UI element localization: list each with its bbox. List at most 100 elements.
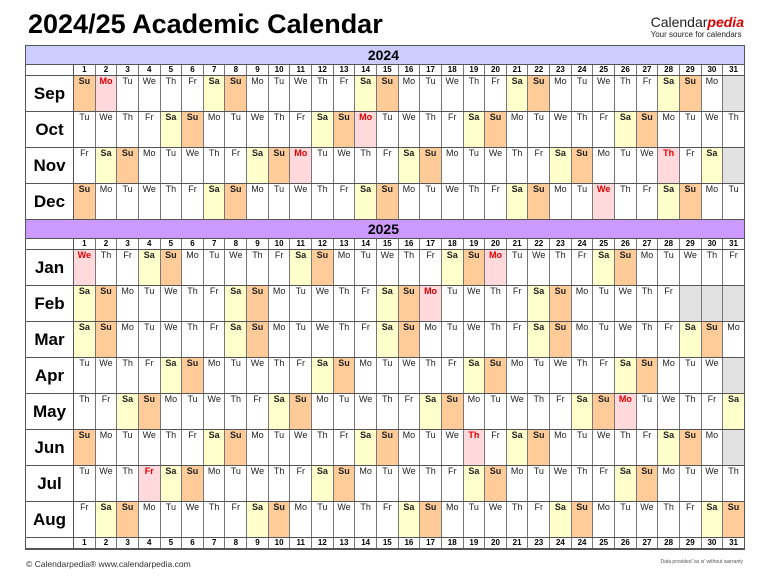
day-cell[interactable]: Fr — [637, 430, 659, 465]
holiday-day-cell[interactable]: Mo — [420, 286, 442, 321]
day-cell[interactable]: Su — [376, 76, 399, 111]
day-cell[interactable]: Sa — [615, 112, 637, 147]
day-cell[interactable]: We — [96, 358, 118, 393]
day-cell[interactable]: Th — [464, 184, 486, 219]
day-cell[interactable]: Mo — [442, 502, 464, 537]
day-cell[interactable]: Su — [376, 430, 399, 465]
day-cell[interactable]: Th — [334, 322, 356, 357]
day-cell[interactable]: Su — [723, 502, 744, 537]
day-cell[interactable]: Th — [550, 250, 572, 285]
day-cell[interactable]: Sa — [203, 76, 226, 111]
day-cell[interactable]: Mo — [204, 112, 226, 147]
day-cell[interactable]: We — [247, 466, 269, 501]
day-cell[interactable]: Sa — [117, 394, 139, 429]
day-cell[interactable]: Sa — [420, 394, 442, 429]
day-cell[interactable]: Sa — [528, 286, 551, 321]
day-cell[interactable]: Tu — [658, 250, 680, 285]
day-cell[interactable]: Mo — [399, 76, 421, 111]
day-cell[interactable]: We — [702, 466, 724, 501]
day-cell[interactable]: Su — [485, 466, 507, 501]
day-cell[interactable]: Sa — [615, 358, 637, 393]
day-cell[interactable]: Tu — [528, 358, 551, 393]
day-cell[interactable]: Su — [615, 250, 637, 285]
day-cell[interactable]: Tu — [420, 76, 442, 111]
day-cell[interactable]: Mo — [702, 76, 724, 111]
day-cell[interactable]: Th — [485, 322, 507, 357]
day-cell[interactable]: Th — [355, 148, 377, 183]
day-cell[interactable]: Th — [377, 394, 399, 429]
day-cell[interactable]: Fr — [355, 322, 377, 357]
day-cell[interactable]: Su — [290, 394, 313, 429]
day-cell[interactable]: Fr — [96, 394, 118, 429]
day-cell[interactable]: Su — [312, 250, 334, 285]
day-cell[interactable]: Fr — [334, 430, 356, 465]
day-cell[interactable]: We — [247, 358, 269, 393]
day-cell[interactable]: Fr — [182, 76, 204, 111]
day-cell[interactable]: Tu — [290, 322, 313, 357]
day-cell[interactable]: Mo — [702, 184, 724, 219]
day-cell[interactable]: Mo — [550, 430, 572, 465]
day-cell[interactable]: Tu — [377, 466, 399, 501]
day-cell[interactable]: Su — [247, 286, 269, 321]
day-cell[interactable]: Mo — [117, 322, 139, 357]
day-cell[interactable]: We — [204, 394, 226, 429]
day-cell[interactable]: Sa — [658, 430, 680, 465]
day-cell[interactable]: Fr — [334, 76, 356, 111]
day-cell[interactable]: Th — [74, 394, 96, 429]
day-cell[interactable]: Su — [636, 112, 659, 147]
day-cell[interactable]: Fr — [117, 250, 139, 285]
day-cell[interactable]: Tu — [269, 430, 291, 465]
day-cell[interactable]: Fr — [442, 358, 464, 393]
day-cell[interactable]: Su — [247, 322, 269, 357]
day-cell[interactable]: Su — [182, 466, 204, 501]
day-cell[interactable]: Fr — [442, 112, 464, 147]
day-cell[interactable]: Th — [182, 322, 204, 357]
day-cell[interactable]: Tu — [464, 502, 486, 537]
day-cell[interactable]: Sa — [312, 112, 334, 147]
day-cell[interactable]: Su — [398, 286, 421, 321]
day-cell[interactable]: Su — [333, 466, 356, 501]
day-cell[interactable]: Tu — [139, 322, 161, 357]
day-cell[interactable]: Tu — [117, 76, 139, 111]
holiday-day-cell[interactable]: We — [593, 184, 616, 219]
day-cell[interactable]: Th — [312, 76, 334, 111]
day-cell[interactable]: Th — [507, 148, 529, 183]
holiday-day-cell[interactable]: Mo — [485, 250, 507, 285]
day-cell[interactable]: Mo — [702, 430, 724, 465]
day-cell[interactable]: Sa — [593, 250, 616, 285]
day-cell[interactable]: Sa — [701, 502, 724, 537]
day-cell[interactable]: We — [442, 430, 464, 465]
day-cell[interactable]: Mo — [593, 148, 616, 183]
day-cell[interactable]: Tu — [290, 286, 313, 321]
day-cell[interactable]: Mo — [637, 250, 659, 285]
day-cell[interactable]: Mo — [139, 148, 161, 183]
day-cell[interactable]: We — [182, 148, 204, 183]
day-cell[interactable]: Mo — [355, 466, 377, 501]
day-cell[interactable]: We — [464, 322, 486, 357]
day-cell[interactable]: Tu — [485, 394, 507, 429]
day-cell[interactable]: We — [290, 184, 313, 219]
day-cell[interactable]: Mo — [507, 466, 529, 501]
day-cell[interactable]: Mo — [204, 358, 226, 393]
day-cell[interactable]: Su — [550, 286, 572, 321]
day-cell[interactable]: Tu — [117, 430, 139, 465]
day-cell[interactable]: Th — [204, 148, 226, 183]
day-cell[interactable]: Mo — [96, 430, 118, 465]
day-cell[interactable]: Sa — [571, 394, 594, 429]
day-cell[interactable]: Sa — [355, 430, 377, 465]
day-cell[interactable]: Sa — [247, 148, 269, 183]
day-cell[interactable]: We — [615, 286, 637, 321]
day-cell[interactable]: Fr — [204, 286, 226, 321]
day-cell[interactable]: We — [399, 112, 421, 147]
day-cell[interactable]: Fr — [485, 76, 507, 111]
day-cell[interactable]: Tu — [593, 322, 616, 357]
day-cell[interactable]: Mo — [550, 76, 572, 111]
day-cell[interactable]: Mo — [269, 322, 291, 357]
day-cell[interactable]: Mo — [442, 148, 464, 183]
day-cell[interactable]: Su — [571, 502, 594, 537]
day-cell[interactable]: Fr — [658, 322, 680, 357]
day-cell[interactable]: Su — [701, 322, 724, 357]
day-cell[interactable]: Mo — [727, 322, 740, 332]
day-cell[interactable]: Mo — [658, 112, 680, 147]
day-cell[interactable]: We — [702, 358, 724, 393]
